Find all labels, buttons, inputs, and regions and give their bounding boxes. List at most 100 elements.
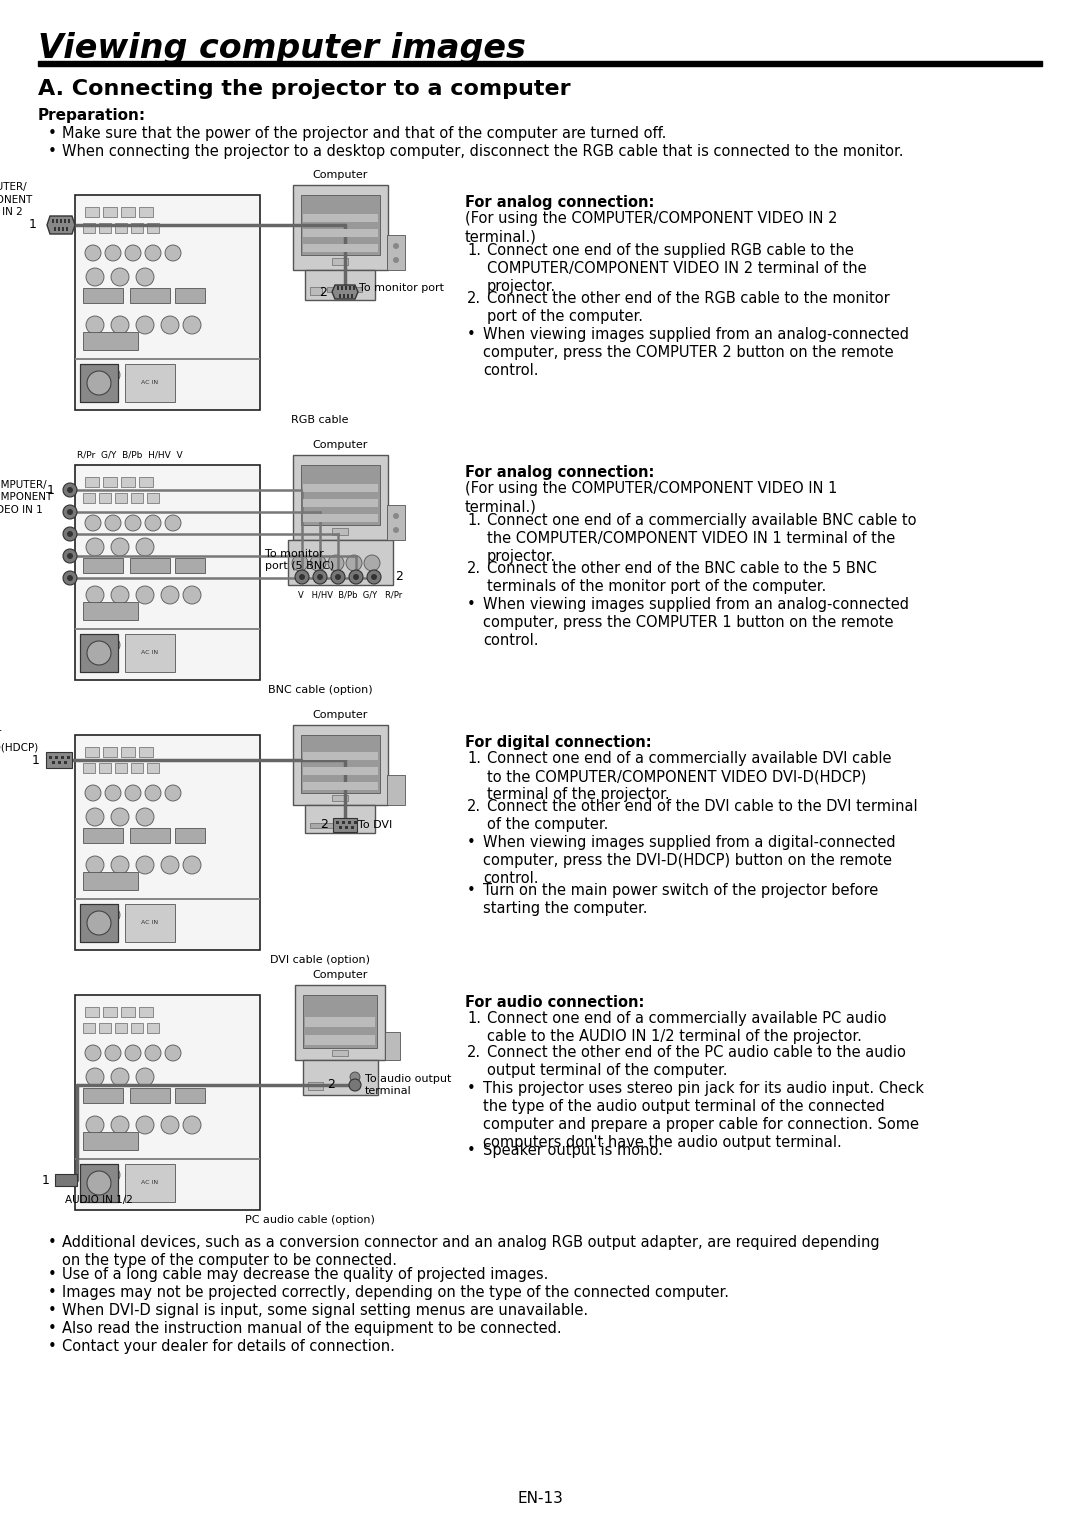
Text: For digital connection:: For digital connection: [465, 735, 651, 750]
Circle shape [165, 244, 181, 261]
Bar [333, 817, 357, 833]
Circle shape [136, 1068, 154, 1086]
Bar [303, 513, 378, 523]
Circle shape [87, 371, 111, 396]
Circle shape [104, 1167, 120, 1183]
Text: Connect one end of a commercially available BNC cable to
the COMPUTER/COMPONENT : Connect one end of a commercially availa… [487, 513, 917, 564]
Bar [99, 762, 111, 773]
Text: •: • [48, 125, 57, 141]
Text: 1: 1 [48, 483, 55, 497]
Text: PC audio cable (option): PC audio cable (option) [245, 1215, 375, 1225]
Circle shape [367, 570, 381, 584]
Bar [342, 821, 345, 824]
Bar [85, 1007, 99, 1018]
Bar [103, 747, 117, 756]
Text: When DVI-D signal is input, some signal setting menus are unavailable.: When DVI-D signal is input, some signal … [62, 1303, 589, 1319]
Circle shape [86, 1068, 104, 1086]
Circle shape [82, 637, 98, 652]
Bar [83, 872, 138, 889]
Bar [305, 270, 375, 299]
Circle shape [364, 555, 380, 571]
Circle shape [85, 785, 102, 801]
Circle shape [393, 527, 399, 533]
Bar [49, 756, 52, 759]
Bar [103, 1007, 117, 1018]
Text: 2.: 2. [467, 799, 481, 814]
Circle shape [393, 243, 399, 249]
Bar [75, 1158, 260, 1160]
Circle shape [350, 1073, 360, 1082]
Text: 1.: 1. [467, 513, 481, 529]
Bar [343, 293, 345, 298]
Bar [80, 1164, 118, 1203]
Text: 1.: 1. [467, 750, 481, 766]
Circle shape [125, 1045, 141, 1060]
Bar [303, 500, 378, 507]
Text: 2.: 2. [467, 1045, 481, 1060]
Text: To DVI: To DVI [357, 821, 392, 830]
Bar [64, 219, 66, 223]
Bar [55, 1174, 77, 1186]
Circle shape [111, 856, 129, 874]
Circle shape [349, 1079, 361, 1091]
Circle shape [393, 513, 399, 520]
Circle shape [104, 367, 120, 384]
Bar [103, 206, 117, 217]
Bar [293, 185, 388, 270]
Bar [139, 206, 153, 217]
Text: When viewing images supplied from a digital-connected
computer, press the DVI-D(: When viewing images supplied from a digi… [483, 834, 895, 886]
Bar [348, 821, 351, 824]
Circle shape [161, 316, 179, 335]
Circle shape [183, 587, 201, 604]
Circle shape [310, 555, 326, 571]
Text: Computer: Computer [312, 440, 367, 451]
Circle shape [165, 515, 181, 532]
Text: DVI cable (option): DVI cable (option) [270, 955, 370, 966]
Circle shape [86, 267, 104, 286]
Bar [125, 364, 175, 402]
Bar [147, 1024, 159, 1033]
Bar [147, 762, 159, 773]
Circle shape [136, 587, 154, 604]
Bar [175, 287, 205, 303]
Bar [114, 1024, 127, 1033]
Circle shape [136, 538, 154, 556]
Text: 1.: 1. [467, 1012, 481, 1025]
Circle shape [353, 575, 359, 581]
Bar [387, 235, 405, 270]
Text: Connect the other end of the DVI cable to the DVI terminal
of the computer.: Connect the other end of the DVI cable t… [487, 799, 918, 833]
Bar [303, 244, 378, 252]
Text: AC IN: AC IN [141, 651, 159, 656]
Circle shape [161, 1115, 179, 1134]
Bar [387, 775, 405, 805]
Text: •: • [48, 1285, 57, 1300]
Text: AC IN: AC IN [141, 380, 159, 385]
Circle shape [148, 637, 164, 652]
Bar [130, 828, 170, 843]
Bar [80, 364, 118, 402]
Bar [85, 747, 99, 756]
Bar [139, 477, 153, 487]
Circle shape [330, 570, 345, 584]
Bar [83, 1132, 138, 1151]
Text: Additional devices, such as a conversion connector and an analog RGB output adap: Additional devices, such as a conversion… [62, 1235, 879, 1268]
Bar [125, 1164, 175, 1203]
Bar [85, 477, 99, 487]
Circle shape [295, 570, 309, 584]
Circle shape [393, 257, 399, 263]
Circle shape [125, 785, 141, 801]
Bar [301, 196, 380, 255]
Bar [60, 219, 62, 223]
Circle shape [318, 575, 323, 581]
Circle shape [111, 587, 129, 604]
Circle shape [111, 316, 129, 335]
Circle shape [82, 1167, 98, 1183]
Circle shape [104, 908, 120, 923]
Bar [80, 1164, 118, 1203]
Bar [303, 752, 378, 759]
Bar [130, 1088, 170, 1103]
Text: •: • [467, 883, 476, 898]
Text: •: • [48, 1267, 57, 1282]
Bar [68, 219, 70, 223]
Text: •: • [467, 834, 476, 850]
